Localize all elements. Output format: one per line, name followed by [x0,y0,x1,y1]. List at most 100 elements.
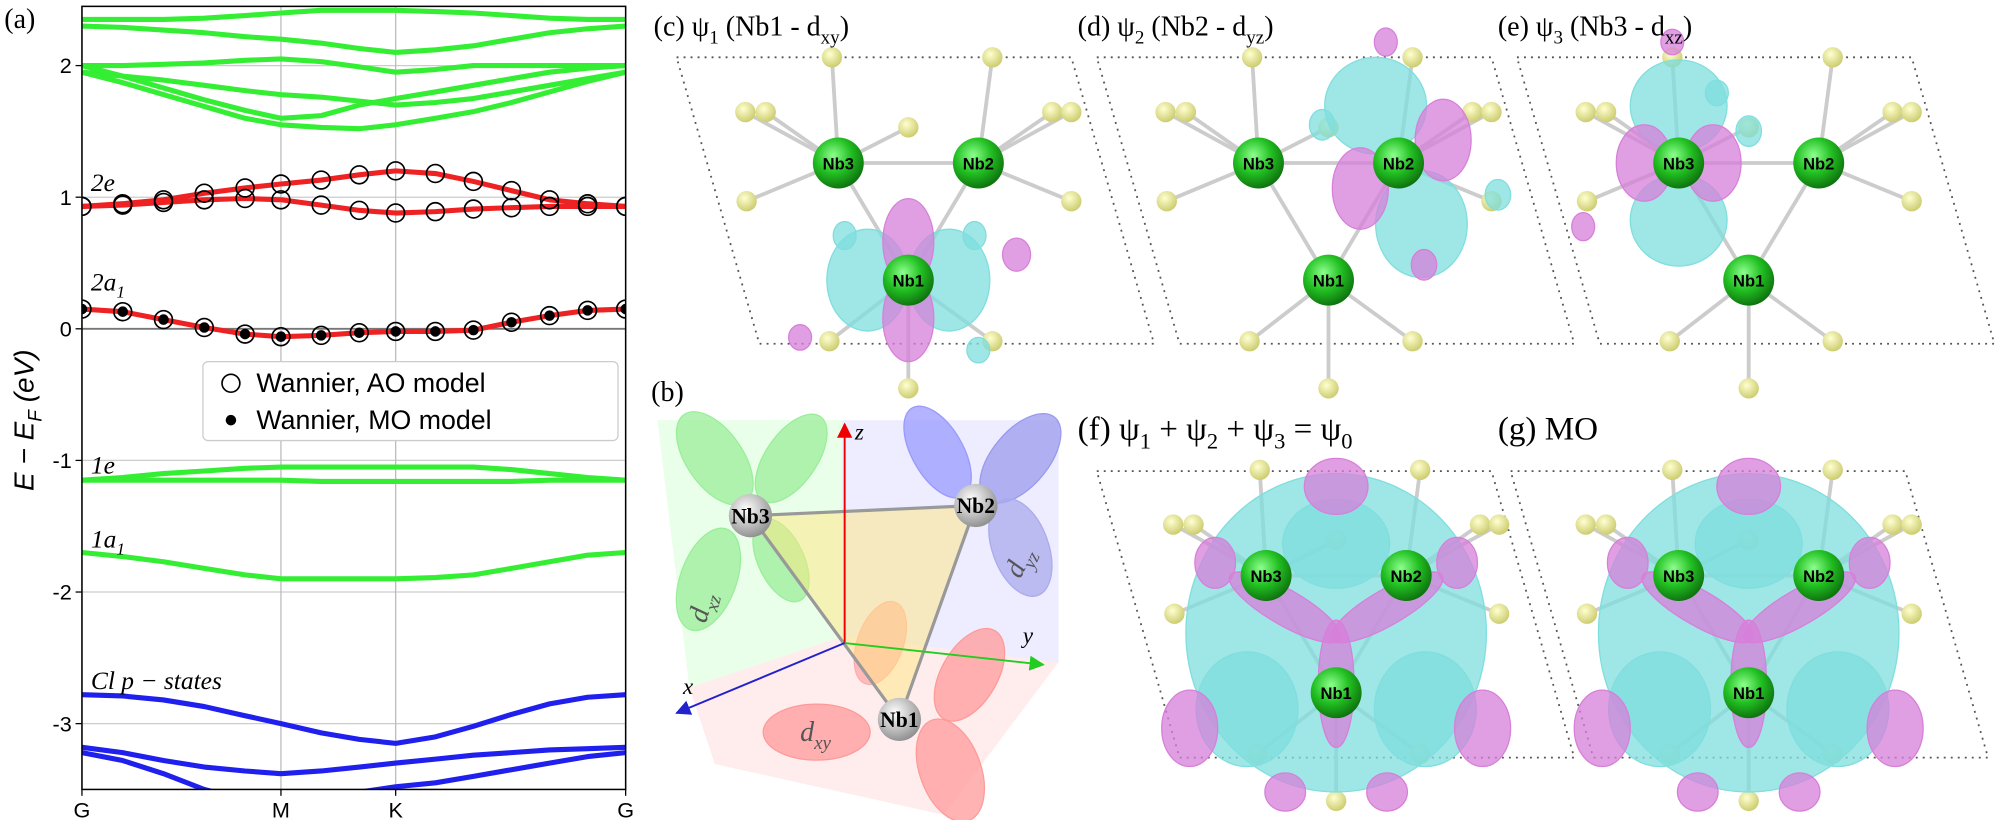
orbital-lobe [1324,56,1428,155]
orbital-label: dxz [683,588,726,627]
text-part: 1a [91,525,116,554]
cl-atom [1822,331,1843,352]
ao-marker [463,320,484,340]
ao-marker [539,305,560,326]
orbital-lobe [1373,27,1398,57]
subscript: 2 [1135,27,1145,48]
x-tick-label: M [272,797,290,820]
mo-marker [81,303,88,315]
plot-frame [81,5,627,791]
cl-atom [819,331,840,352]
y-tick-label: -3 [53,711,72,736]
band-line [81,549,626,582]
orbital-lobe [1866,689,1924,768]
band-label: 1e [91,451,115,480]
ao-marker [425,321,446,342]
band-line [81,23,626,56]
ao-marker [271,326,291,347]
cl-atom [1241,47,1263,68]
orbital-lobe [933,627,1006,722]
nb-atom [882,254,934,306]
orbital-lobe [1161,689,1219,768]
mo-marker [390,326,401,337]
orbital-lobe [1414,98,1472,182]
band-line [81,744,626,777]
mo-marker [620,303,626,315]
orbital-lobe [787,324,813,351]
orbital-lobe [1735,115,1763,148]
mo-marker [353,327,365,339]
subscript: yz [1246,27,1264,48]
orbital-lobe [1704,79,1729,107]
text-part: (g) MO [1498,411,1598,447]
text-part: d [800,717,815,748]
nb-atom [1653,550,1705,601]
band-line [81,69,626,132]
plot-area [81,7,626,790]
cl-atom [1575,514,1596,535]
cl-atom [1575,101,1596,123]
cl-atom [735,101,756,123]
ao-marker [385,161,406,181]
panel-title: (f) ψ1 + ψ2 + ψ3 = ψ0 [1078,411,1353,453]
orbital-lobe [1676,772,1719,812]
cl-atom [1659,331,1680,352]
y-tick-label: 0 [60,316,72,341]
nb-atom [1373,137,1425,189]
orbital-lobe [1436,536,1479,589]
cl-atom [1822,47,1843,68]
nb-atom [1793,550,1845,601]
cl-atom [1595,101,1617,123]
cl-atom [1164,603,1185,624]
cl-atom [1183,514,1204,535]
band-label: Cl p − states [91,666,222,695]
band-line [81,195,626,216]
bond [834,161,982,284]
text-part: (c) ψ [654,12,710,43]
atom-label: Nb1 [893,271,924,290]
panel-title: (e) ψ3 (Nb3 - dxz) [1498,12,1692,49]
orbital-lobe [1484,178,1512,211]
ao-marker [235,188,255,209]
legend-label: Wannier, MO model [256,405,491,435]
atom-label: Nb3 [1250,567,1281,586]
text-part: + ψ [1151,411,1207,447]
text-part: 2a [91,267,116,296]
band-line [81,477,626,484]
atom-label: Nb3 [823,154,854,173]
cl-atom [1156,190,1177,212]
ao-marker [349,323,369,343]
text-part: (Nb3 - d [1563,12,1665,43]
orbital-lobe [1573,689,1631,768]
nb-atom [1233,137,1284,189]
triangle [747,503,979,723]
ao-marker [349,165,369,185]
band-line [81,56,626,75]
ao-marker [311,170,331,190]
band-line [81,464,626,483]
orbital-lobe [1001,237,1032,272]
x-axis [675,642,846,715]
orbital-lobe [1264,772,1307,812]
cl-atom [1061,101,1082,123]
cl-atom [1402,331,1423,352]
cl-atom [1061,190,1082,212]
cl-atom [1175,101,1197,123]
subscript: F [25,409,46,422]
legend-symbol [221,373,241,394]
cl-atom [1239,331,1260,352]
nb-atom [1793,137,1845,189]
ao-marker [385,321,406,342]
ao-marker [539,196,560,217]
ao-marker [539,190,560,210]
atom-label: Nb1 [1733,271,1764,290]
cl-atom [1576,603,1598,624]
ao-marker [311,195,331,215]
subscript: 3 [1274,429,1285,454]
cl-atom [982,47,1003,68]
nb-atom [1723,254,1775,306]
orbital-lobe [1410,248,1438,281]
y-tick-label: -2 [53,580,72,605]
nb-atom [954,483,998,528]
cl-atom [1822,459,1843,481]
